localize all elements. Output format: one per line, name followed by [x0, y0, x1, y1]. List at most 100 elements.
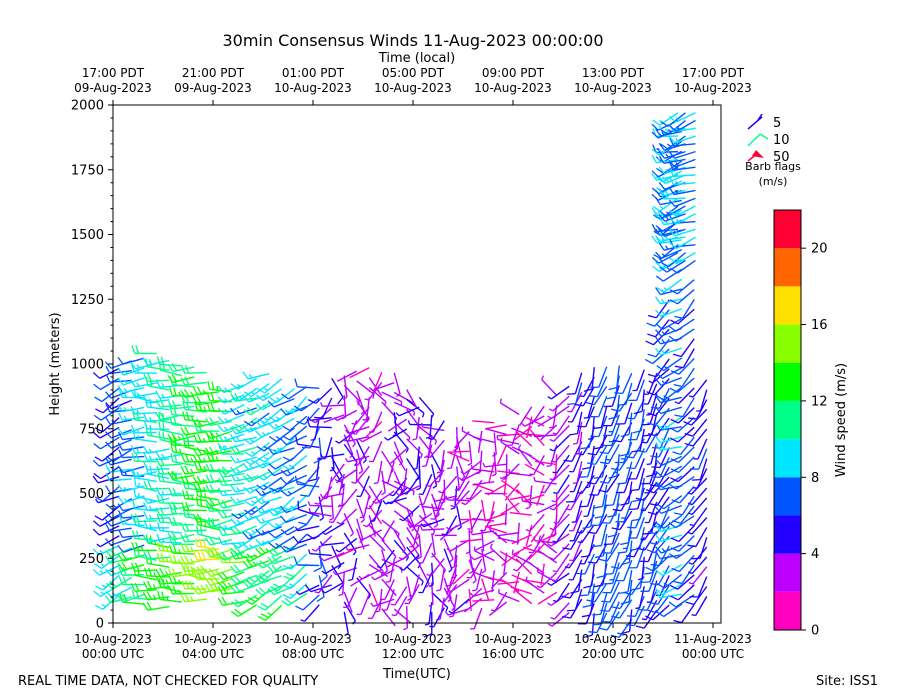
wind-barb-feather — [242, 462, 250, 471]
wind-barb-feather — [255, 538, 263, 546]
wind-barb-staff — [677, 407, 695, 424]
wind-barb-feather — [190, 558, 194, 563]
wind-barb-feather — [148, 416, 152, 422]
wind-barb-feather — [655, 481, 664, 489]
wind-barb-feather — [407, 597, 412, 601]
wind-barb-feather — [658, 155, 665, 164]
wind-barb-feather — [144, 567, 148, 577]
wind-barb-feather — [297, 480, 306, 485]
wind-barb-staff — [159, 560, 182, 564]
wind-barb-feather — [192, 448, 199, 456]
wind-barb-feather — [683, 421, 692, 426]
wind-barb-staff — [223, 522, 245, 531]
wind-barb-feather — [224, 426, 228, 431]
wind-barb-staff — [261, 427, 283, 438]
wind-barb-feather — [230, 547, 237, 555]
wind-barb-staff — [338, 537, 358, 553]
wind-barb-feather — [244, 500, 253, 507]
wind-barb-feather — [165, 579, 169, 584]
wind-barb-feather — [209, 463, 215, 472]
wind-barb-staff — [636, 517, 645, 539]
wind-barb-feather — [282, 464, 291, 471]
wind-barb-feather — [358, 575, 363, 580]
wind-barb-feather — [583, 585, 592, 589]
wind-barb-feather — [472, 589, 477, 592]
wind-barb-staff — [493, 432, 497, 455]
wind-barb-staff — [497, 531, 520, 537]
wind-barb-staff — [556, 454, 570, 474]
wind-barb-feather — [633, 410, 643, 415]
wind-barb-feather — [143, 519, 148, 529]
colorbar-bin — [774, 324, 801, 363]
wind-barb-staff — [443, 538, 454, 560]
wind-barb-staff — [644, 531, 658, 551]
wind-barb-feather — [124, 393, 127, 398]
wind-barb-staff — [673, 244, 696, 248]
wind-barb-staff — [501, 551, 520, 567]
wind-barb-staff — [680, 505, 695, 524]
wind-barb-staff — [473, 549, 495, 561]
wind-barb-feather — [517, 444, 522, 449]
wind-barb-feather — [659, 190, 665, 200]
wind-barb-feather — [670, 370, 680, 375]
wind-barb-feather — [208, 518, 216, 527]
wind-barb-staff — [331, 447, 335, 470]
wind-barb-feather — [255, 420, 262, 428]
wind-barb-feather — [424, 623, 430, 626]
wind-barb-staff — [639, 428, 645, 451]
wind-barb-staff — [515, 558, 533, 575]
wind-barb-feather — [221, 527, 227, 536]
wind-barb-feather — [532, 432, 536, 438]
wind-barb-feather — [579, 594, 589, 597]
wind-barb-feather — [202, 457, 206, 463]
wind-barb-feather — [407, 523, 411, 528]
wind-barb-staff — [472, 468, 495, 473]
wind-barb-feather — [230, 455, 237, 464]
wind-barb-staff — [615, 493, 620, 516]
wind-barb-staff — [675, 328, 695, 342]
wind-barb-staff — [654, 407, 670, 426]
wind-barb-staff — [111, 399, 133, 410]
wind-barb-staff — [422, 483, 433, 505]
wind-barb-feather — [242, 371, 249, 380]
wind-barb-feather — [661, 437, 665, 443]
wind-barb-staff — [635, 458, 645, 480]
wind-barb-feather — [398, 461, 403, 466]
wind-barb-feather — [416, 487, 421, 491]
wind-barb-staff — [100, 436, 120, 450]
wind-barb-feather — [228, 558, 231, 563]
wind-barb-feather — [184, 555, 190, 564]
wind-barb-staff — [590, 563, 595, 586]
wind-barb-feather — [657, 237, 662, 243]
wind-barb-feather — [552, 599, 558, 603]
wind-barb-feather — [666, 266, 671, 271]
wind-barb-feather — [215, 436, 219, 442]
wind-barb-staff — [298, 508, 320, 517]
wind-barb-staff — [612, 483, 620, 506]
wind-barb-feather — [263, 387, 269, 391]
wind-barb-feather — [148, 567, 152, 577]
wind-barb-staff — [516, 553, 533, 572]
wind-barb-staff — [519, 406, 533, 426]
wind-barb-staff — [598, 366, 608, 388]
wind-barb-staff — [366, 397, 370, 420]
wind-barb-feather — [101, 584, 107, 588]
wind-barb-feather — [637, 578, 643, 581]
wind-barb-staff — [443, 548, 453, 570]
wind-barb-feather — [263, 445, 268, 450]
wind-barb-feather — [319, 517, 324, 522]
wind-barb-feather — [684, 442, 694, 447]
wind-barb-feather — [170, 453, 174, 462]
wind-barb-feather — [256, 484, 265, 491]
wind-barb-feather — [94, 396, 103, 403]
wind-barb-feather — [242, 542, 250, 550]
wind-barb-staff — [501, 479, 520, 494]
wind-barb-feather — [197, 434, 202, 443]
wind-barb-staff — [412, 525, 420, 547]
wind-barb-feather — [674, 365, 684, 369]
wind-barb-feather — [192, 396, 199, 405]
wind-barb-feather — [351, 432, 356, 435]
wind-barb-feather — [233, 584, 241, 592]
wind-barb-staff — [655, 594, 670, 614]
wind-barb-staff — [422, 473, 433, 495]
